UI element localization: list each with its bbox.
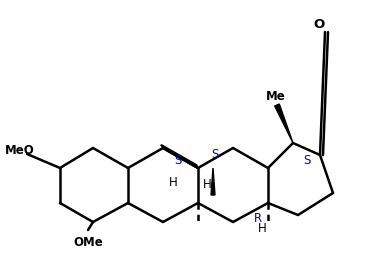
Text: H: H	[258, 221, 266, 234]
Text: S: S	[303, 153, 311, 166]
Text: R: R	[254, 211, 262, 224]
Polygon shape	[275, 104, 293, 143]
Text: OMe: OMe	[73, 235, 103, 249]
Text: MeO: MeO	[5, 144, 35, 156]
Text: H: H	[203, 179, 211, 192]
Text: Me: Me	[266, 91, 286, 104]
Text: O: O	[313, 18, 325, 31]
Text: S: S	[211, 149, 219, 162]
Polygon shape	[211, 168, 215, 195]
Text: S: S	[174, 153, 182, 166]
Text: H: H	[169, 176, 178, 189]
